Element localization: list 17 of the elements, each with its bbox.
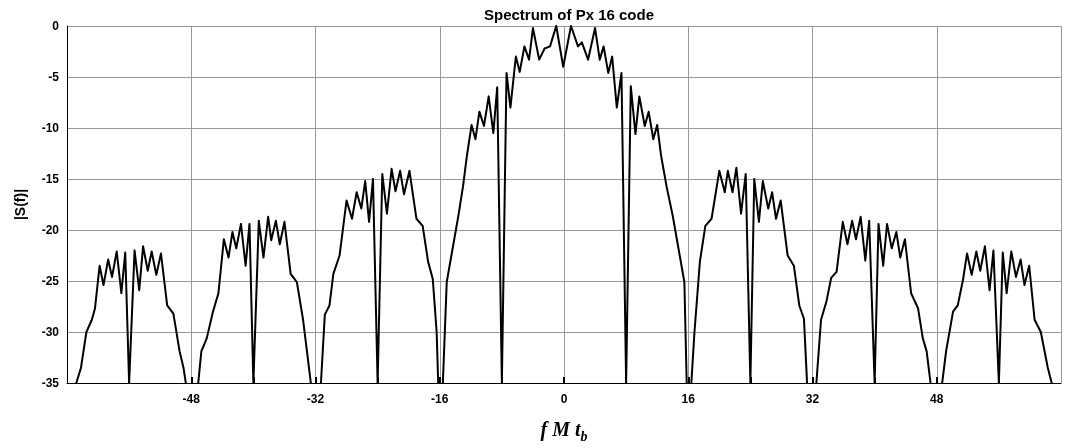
y-tick-label: -10 bbox=[41, 121, 60, 135]
y-tick-label: -15 bbox=[41, 172, 60, 186]
y-tick-label: -25 bbox=[41, 274, 60, 288]
y-tick-label: -35 bbox=[41, 376, 60, 390]
x-tick-label: 48 bbox=[930, 392, 944, 406]
x-tick-label: 0 bbox=[560, 392, 568, 406]
x-tick-label: -16 bbox=[431, 392, 449, 406]
y-tick-label: -20 bbox=[41, 223, 60, 237]
x-tick-label: 32 bbox=[805, 392, 820, 406]
y-tick-label: 0 bbox=[52, 19, 60, 33]
y-tick-label: -5 bbox=[48, 70, 60, 84]
y-axis-title: |S(f)| bbox=[12, 188, 28, 221]
y-tick-label: -30 bbox=[41, 325, 60, 339]
x-tick-label: -48 bbox=[182, 392, 201, 406]
x-tick-label: -32 bbox=[306, 392, 325, 406]
chart-title: Spectrum of Px 16 code bbox=[483, 6, 655, 23]
x-tick-label: 16 bbox=[681, 392, 696, 406]
